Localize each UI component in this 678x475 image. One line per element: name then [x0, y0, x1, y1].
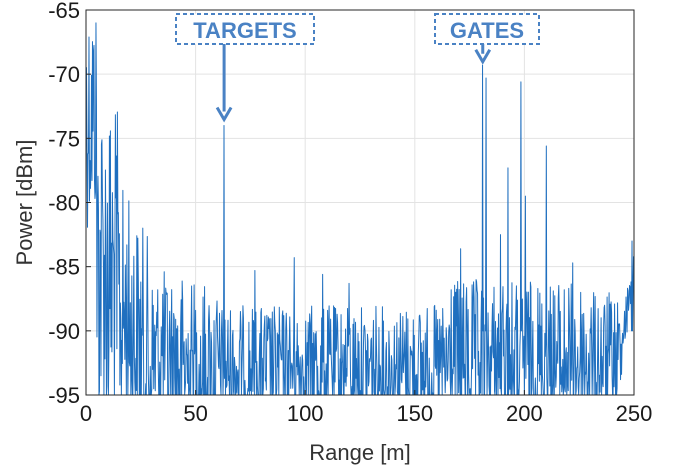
annotation-label: TARGETS	[193, 18, 296, 43]
y-tick-label: -95	[48, 383, 80, 408]
x-tick-label: 150	[396, 401, 433, 426]
x-axis-title: Range [m]	[309, 440, 411, 465]
annotation-arrow-head	[215, 106, 233, 123]
x-tick-label: 100	[287, 401, 324, 426]
y-tick-label: -75	[48, 126, 80, 151]
x-tick-label: 50	[183, 401, 207, 426]
x-tick-label: 200	[506, 401, 543, 426]
annotation-arrow-head	[474, 48, 492, 65]
y-tick-label: -90	[48, 319, 80, 344]
annotation-targets: TARGETS	[175, 13, 315, 123]
y-axis-ticks: -95 -90 -85 -80 -75 -70 -65	[48, 0, 91, 408]
y-tick-label: -80	[48, 191, 80, 216]
annotation-gates: GATES	[434, 13, 540, 65]
y-tick-label: -65	[48, 0, 80, 23]
x-axis-ticks: 0 50 100 150 200 250	[80, 390, 652, 426]
annotation-box	[434, 13, 540, 45]
y-tick-label: -70	[48, 62, 80, 87]
x-tick-label: 0	[80, 401, 92, 426]
annotation-box	[175, 13, 315, 45]
y-axis-title: Power [dBm]	[12, 140, 37, 266]
annotations: TARGETS GATES	[175, 13, 540, 123]
x-tick-label: 250	[616, 401, 653, 426]
y-tick-label: -85	[48, 255, 80, 280]
signal-line-group	[85, 22, 635, 396]
signal-series-line	[85, 22, 635, 396]
annotation-label: GATES	[450, 18, 524, 43]
